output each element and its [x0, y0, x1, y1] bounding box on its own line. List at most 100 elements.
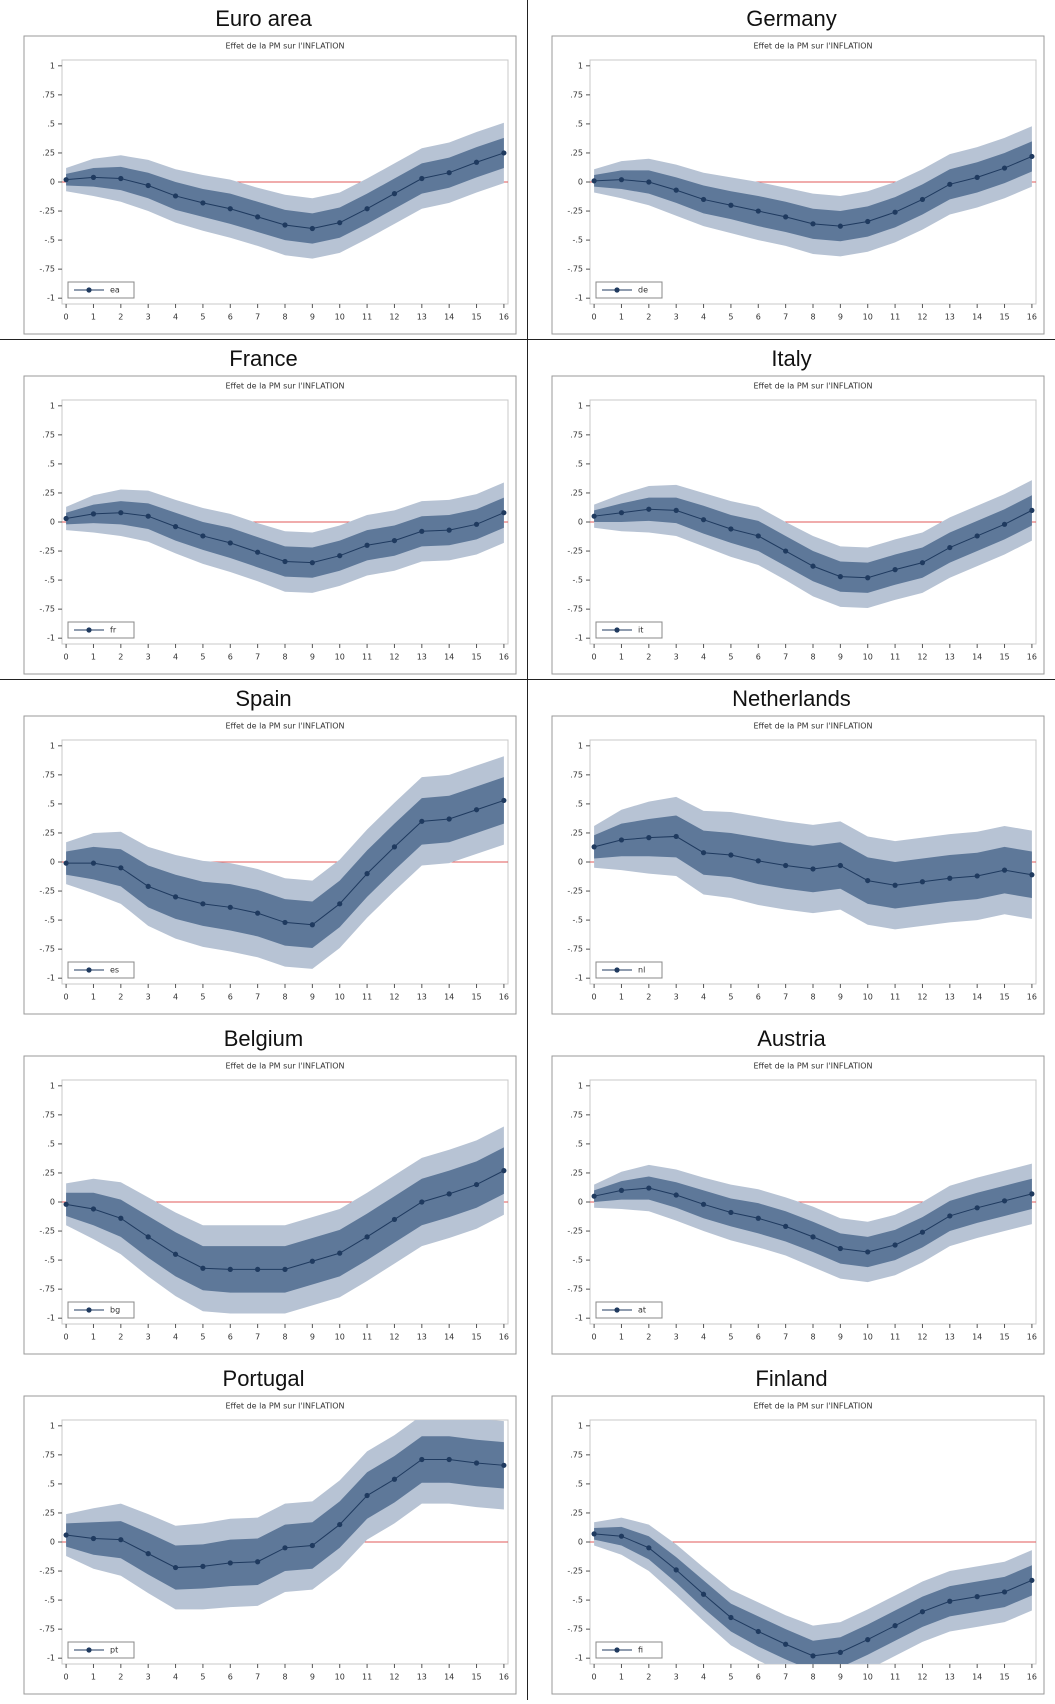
point — [974, 533, 980, 539]
x-tick-label: 0 — [592, 993, 597, 1002]
point — [172, 894, 179, 900]
point — [282, 919, 288, 926]
point — [145, 1234, 151, 1240]
x-tick-label: 16 — [1027, 653, 1037, 662]
panel: Austria Effet de la PM sur l'INFLATION -1 -… — [527, 1020, 1055, 1360]
point — [755, 1215, 761, 1221]
x-tick-label: 2 — [118, 993, 123, 1002]
x-tick-label: 0 — [592, 313, 597, 322]
legend-label: nl — [638, 966, 645, 975]
y-tick-label: .5 — [575, 119, 583, 128]
point — [755, 1628, 761, 1635]
point — [118, 865, 124, 871]
y-tick-label: -.25 — [39, 207, 55, 216]
x-tick-label: 11 — [362, 1333, 372, 1342]
point — [90, 860, 97, 866]
x-tick-label: 11 — [890, 653, 900, 662]
point — [947, 181, 953, 187]
x-tick-label: 4 — [701, 1673, 706, 1682]
plot — [62, 1420, 508, 1610]
panel-heading: Belgium — [224, 1026, 303, 1051]
y-tick-label: .25 — [42, 828, 55, 837]
y-tick-label: .25 — [570, 1508, 583, 1517]
panel: Euro area Effet de la PM sur l'INFLATION -… — [0, 0, 527, 340]
chart: Germany Effet de la PM sur l'INFLATION -1 -… — [551, 6, 1045, 335]
point — [1001, 867, 1008, 873]
x-tick-label: 6 — [228, 1333, 233, 1342]
x-tick-label: 7 — [255, 1673, 260, 1682]
point — [646, 1545, 652, 1551]
point — [145, 1551, 151, 1557]
panel-heading: Euro area — [215, 6, 312, 31]
point — [118, 175, 124, 182]
x-tick-label: 2 — [646, 653, 651, 662]
x-tick-label: 12 — [917, 313, 927, 322]
point — [227, 540, 233, 546]
point — [172, 524, 179, 530]
point — [364, 542, 370, 548]
point — [1001, 1198, 1008, 1204]
y-tick-label: 1 — [50, 1421, 55, 1430]
x-tick-label: 16 — [1027, 1333, 1037, 1342]
point — [783, 1223, 789, 1229]
point — [837, 223, 843, 229]
point — [837, 1245, 843, 1252]
point — [947, 1213, 953, 1219]
y-tick-label: .5 — [575, 799, 583, 808]
point — [728, 526, 734, 532]
chart: Spain Effet de la PM sur l'INFLATION -1 -.7… — [23, 686, 517, 1015]
y-tick-label: -1 — [575, 974, 583, 983]
x-tick-label: 13 — [417, 653, 427, 662]
y-tick-label: -.25 — [39, 547, 55, 556]
y-tick-label: .5 — [47, 799, 55, 808]
point — [591, 513, 597, 519]
point — [473, 1181, 480, 1188]
y-tick-label: -.75 — [567, 265, 583, 274]
chart: Austria Effet de la PM sur l'INFLATION -1 -… — [551, 1026, 1045, 1355]
x-tick-label: 2 — [118, 313, 123, 322]
point — [446, 816, 452, 822]
x-tick-label: 9 — [838, 313, 843, 322]
point — [501, 150, 507, 156]
x-tick-label: 3 — [674, 993, 679, 1002]
x-tick-label: 9 — [310, 993, 315, 1002]
point — [728, 202, 734, 208]
chart: Italy Effet de la PM sur l'INFLATION -1 -.7… — [551, 346, 1045, 675]
x-tick-label: 7 — [255, 993, 260, 1002]
x-tick-label: 5 — [200, 1333, 205, 1342]
point — [591, 178, 597, 184]
x-tick-label: 9 — [310, 1333, 315, 1342]
point — [282, 1266, 288, 1272]
point — [255, 910, 261, 916]
y-tick-label: -.75 — [567, 945, 583, 954]
x-tick-label: 11 — [362, 313, 372, 322]
panel-heading: Austria — [757, 1026, 826, 1051]
y-tick-label: -.25 — [567, 207, 583, 216]
point — [755, 208, 761, 214]
point — [501, 1168, 507, 1174]
y-tick-label: .25 — [42, 1508, 55, 1517]
point — [783, 862, 789, 869]
point — [646, 1185, 652, 1191]
x-tick-label: 5 — [200, 1673, 205, 1682]
chart: Finland Effet de la PM sur l'INFLATION -1 -… — [551, 1366, 1045, 1695]
legend-marker — [614, 1647, 620, 1653]
x-tick-label: 3 — [674, 1333, 679, 1342]
x-tick-label: 8 — [282, 313, 287, 322]
point — [364, 206, 370, 212]
x-tick-label: 7 — [783, 1333, 788, 1342]
x-tick-label: 4 — [173, 1333, 178, 1342]
point — [810, 1653, 816, 1659]
y-tick-label: -1 — [575, 294, 583, 303]
y-tick-label: 0 — [578, 858, 583, 867]
point — [391, 537, 398, 544]
point — [618, 510, 625, 516]
legend-label: pt — [110, 1646, 118, 1655]
x-tick-label: 13 — [945, 1333, 955, 1342]
x-tick-label: 0 — [64, 313, 69, 322]
point — [200, 533, 206, 539]
point — [755, 858, 761, 864]
plot — [62, 122, 508, 259]
point — [282, 1545, 288, 1551]
y-tick-label: -.25 — [567, 1567, 583, 1576]
